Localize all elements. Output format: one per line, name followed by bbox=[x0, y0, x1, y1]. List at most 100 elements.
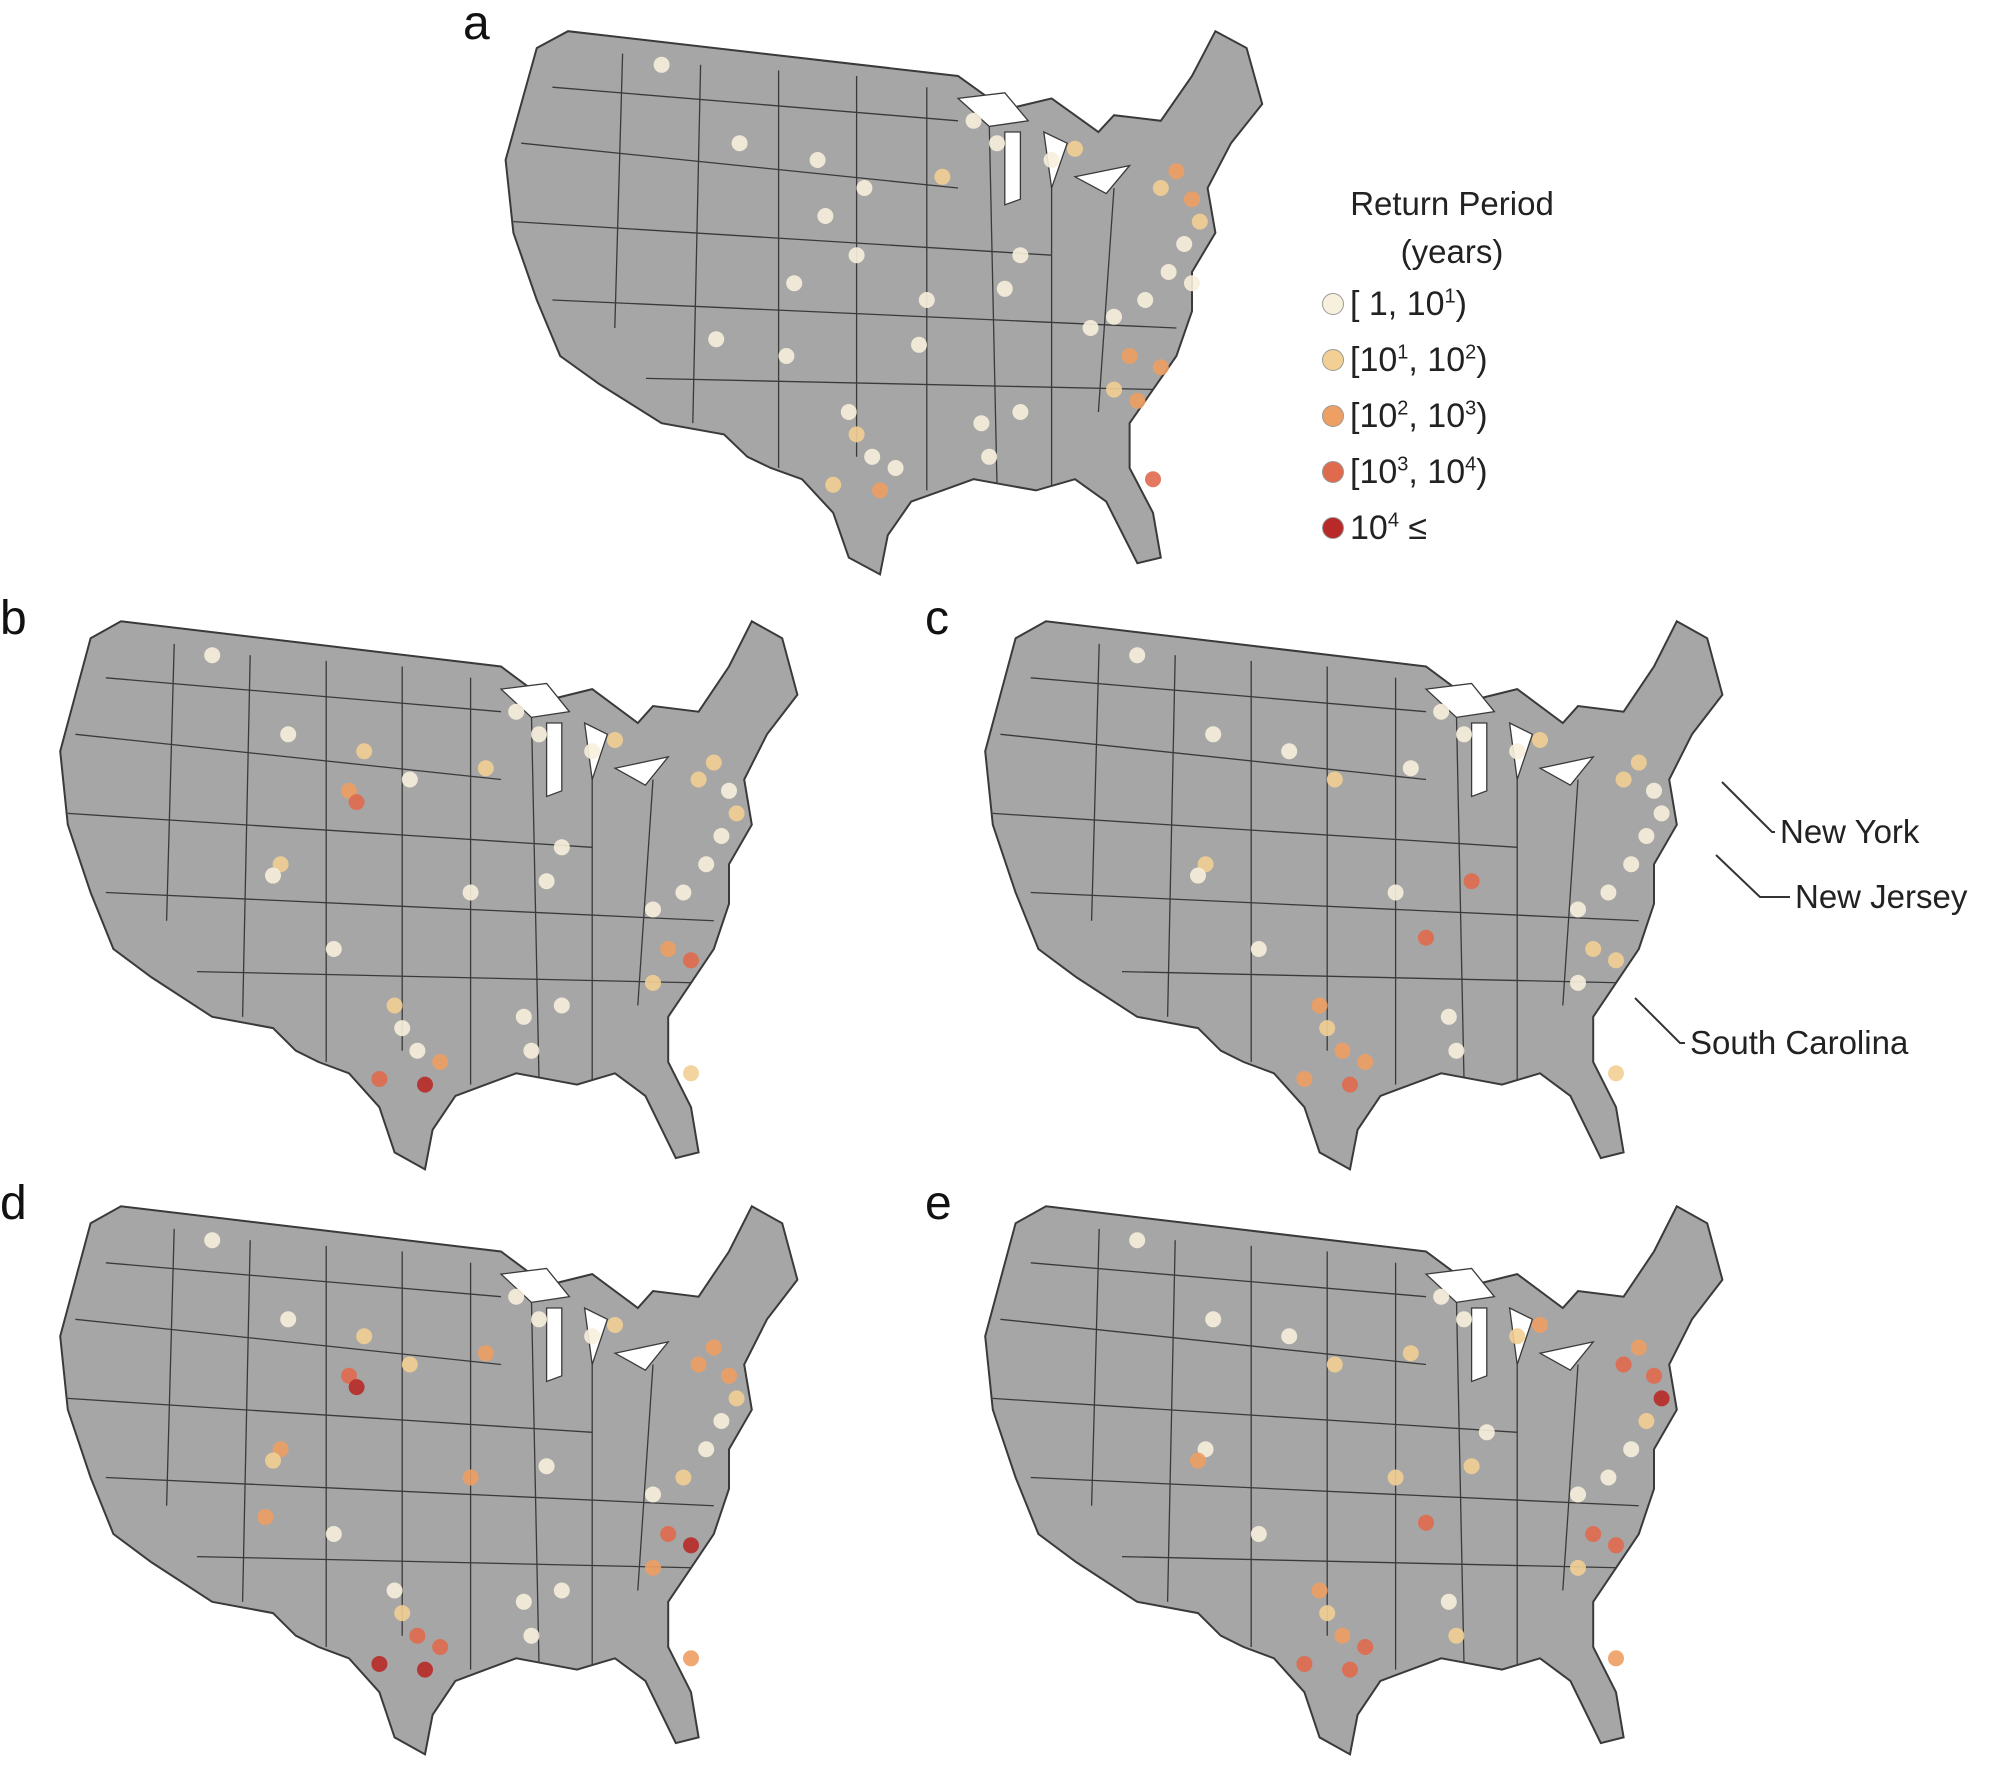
gauge-marker bbox=[1570, 974, 1586, 991]
gauge-marker bbox=[934, 168, 951, 185]
gauge-marker bbox=[1623, 1441, 1640, 1458]
gauge-marker bbox=[1646, 782, 1662, 799]
gauge-marker bbox=[1250, 1526, 1267, 1542]
gauge-marker bbox=[856, 180, 873, 196]
great-lake bbox=[613, 1340, 670, 1371]
gauge-marker bbox=[817, 208, 834, 224]
land-mass bbox=[984, 619, 1724, 1171]
state-border bbox=[67, 1397, 593, 1433]
gauge-marker bbox=[538, 1458, 555, 1475]
gauge-marker bbox=[1311, 1582, 1328, 1599]
state-border bbox=[196, 970, 699, 984]
state-border bbox=[513, 220, 1052, 256]
gauge-marker bbox=[356, 743, 373, 760]
gauge-marker bbox=[508, 1288, 525, 1305]
gauge-marker bbox=[1334, 1627, 1351, 1644]
gauge-marker bbox=[325, 1526, 342, 1542]
state-border bbox=[165, 643, 175, 921]
panel-label-e: e bbox=[925, 1177, 952, 1230]
great-lake bbox=[545, 1307, 563, 1383]
state-border bbox=[992, 1397, 1518, 1433]
gauge-marker bbox=[1191, 213, 1208, 230]
state-border bbox=[637, 779, 654, 1006]
gauge-marker bbox=[848, 247, 865, 264]
gauge-marker bbox=[1176, 236, 1193, 252]
us-map-e bbox=[984, 1204, 1724, 1756]
state-borders bbox=[513, 53, 1177, 491]
legend-swatch bbox=[1322, 293, 1344, 315]
gauge-marker bbox=[872, 482, 888, 499]
great-lake bbox=[1538, 755, 1595, 786]
gauge-marker bbox=[1456, 1311, 1472, 1328]
gauge-marker bbox=[1630, 1339, 1647, 1356]
gauge-marker bbox=[1281, 1328, 1298, 1345]
gauge-marker bbox=[1357, 1054, 1374, 1070]
state-border bbox=[241, 1240, 251, 1602]
gauge-marker bbox=[1250, 941, 1267, 957]
gauge-marker bbox=[432, 1639, 449, 1655]
gauge-marker bbox=[1012, 247, 1029, 264]
state-border bbox=[105, 1262, 502, 1298]
gauge-marker bbox=[280, 726, 297, 743]
gauge-marker bbox=[341, 1367, 357, 1384]
gauge-marker bbox=[584, 743, 601, 760]
state-border bbox=[552, 299, 1177, 329]
gauge-marker bbox=[698, 1441, 715, 1458]
gauge-marker bbox=[1653, 1390, 1670, 1407]
gauge-marker bbox=[1387, 1469, 1404, 1486]
gauge-marker bbox=[840, 404, 857, 420]
gauge-marker bbox=[523, 1627, 540, 1644]
gauge-marker bbox=[1615, 1356, 1632, 1373]
gauge-marker bbox=[1326, 1356, 1343, 1373]
gauge-marker bbox=[1600, 884, 1617, 901]
gauge-marker bbox=[1012, 404, 1029, 420]
gauge-marker bbox=[675, 884, 692, 901]
gauge-marker bbox=[1296, 1070, 1313, 1087]
gauge-marker bbox=[356, 1328, 373, 1345]
legend-item: [103, 104) bbox=[1322, 444, 1582, 500]
gauge-marker bbox=[386, 1582, 403, 1599]
gauge-marker bbox=[1608, 1650, 1624, 1667]
state-border bbox=[1090, 1228, 1100, 1506]
gauge-marker bbox=[1433, 1288, 1450, 1305]
state-border bbox=[1030, 1262, 1427, 1298]
gauge-marker bbox=[477, 760, 494, 777]
legend: Return Period (years) [ 1, 101) [101, 102… bbox=[1322, 180, 1582, 556]
legend-item: [101, 102) bbox=[1322, 332, 1582, 388]
state-border bbox=[1090, 643, 1100, 921]
gauge-marker bbox=[728, 805, 745, 822]
panel-label-b: b bbox=[0, 592, 27, 645]
gauge-marker bbox=[1190, 867, 1206, 884]
gauge-marker bbox=[1326, 771, 1343, 788]
gauge-marker bbox=[325, 941, 342, 957]
gauge-marker bbox=[394, 1605, 411, 1622]
gauge-marker bbox=[683, 1650, 699, 1667]
gauge-marker bbox=[996, 280, 1013, 297]
great-lake bbox=[545, 722, 563, 798]
gauge-marker bbox=[477, 1345, 494, 1362]
gauge-marker bbox=[1043, 152, 1060, 168]
gauge-marker bbox=[1319, 1605, 1336, 1622]
gauge-marker bbox=[1357, 1639, 1374, 1655]
gauge-marker bbox=[1160, 264, 1177, 280]
gauge-marker bbox=[257, 1509, 274, 1526]
gauge-marker bbox=[531, 726, 547, 743]
gauge-marker bbox=[1600, 1469, 1617, 1486]
state-border bbox=[988, 120, 998, 485]
gauge-marker bbox=[1440, 1008, 1457, 1025]
gauge-marker bbox=[1184, 275, 1200, 292]
legend-swatch bbox=[1322, 461, 1344, 483]
gauge-marker bbox=[675, 1469, 692, 1486]
legend-label: [101, 102) bbox=[1350, 340, 1488, 379]
gauge-marker bbox=[401, 771, 418, 788]
gauge-marker bbox=[1418, 1514, 1434, 1531]
gauge-marker bbox=[1532, 1316, 1548, 1333]
gauge-marker bbox=[1418, 929, 1434, 946]
state-borders bbox=[992, 643, 1639, 1085]
gauge-marker bbox=[508, 703, 525, 720]
gauge-marker bbox=[1067, 140, 1083, 157]
gauge-marker bbox=[645, 974, 661, 991]
state-border bbox=[1562, 779, 1579, 1006]
gauge-marker bbox=[1570, 1559, 1586, 1576]
gauge-marker bbox=[918, 292, 935, 308]
